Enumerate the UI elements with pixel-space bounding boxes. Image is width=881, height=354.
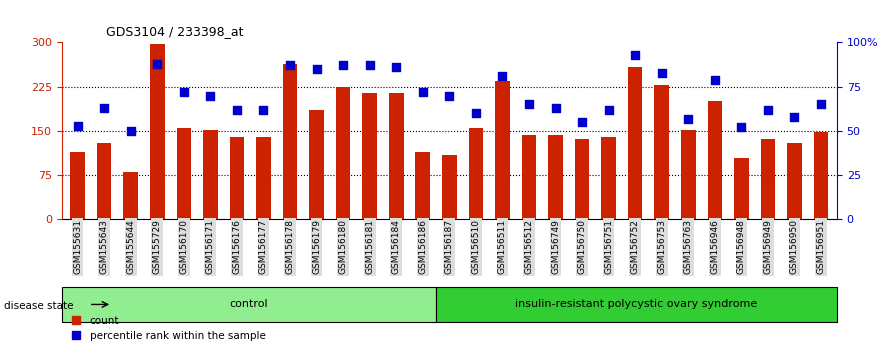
Bar — [681, 130, 696, 219]
Text: GSM156180: GSM156180 — [338, 219, 348, 274]
Bar — [230, 137, 244, 219]
Point — [469, 110, 483, 116]
Text: GSM156753: GSM156753 — [657, 219, 666, 274]
Bar — [574, 139, 589, 219]
Point — [575, 119, 589, 125]
Text: GSM156948: GSM156948 — [737, 219, 746, 274]
Point — [336, 63, 350, 68]
Text: GSM156950: GSM156950 — [790, 219, 799, 274]
Point — [495, 73, 509, 79]
Bar — [548, 135, 563, 219]
Point — [522, 102, 536, 107]
Point — [442, 93, 456, 98]
Bar — [814, 132, 828, 219]
Point — [788, 114, 802, 120]
Text: GSM156184: GSM156184 — [392, 219, 401, 274]
Point — [681, 116, 695, 121]
Bar — [602, 137, 616, 219]
Text: GSM155631: GSM155631 — [73, 219, 82, 274]
Text: GSM156176: GSM156176 — [233, 219, 241, 274]
Text: insulin-resistant polycystic ovary syndrome: insulin-resistant polycystic ovary syndr… — [515, 299, 758, 309]
Bar — [707, 102, 722, 219]
Text: control: control — [229, 299, 268, 309]
Bar — [469, 128, 483, 219]
Text: GSM156181: GSM156181 — [365, 219, 374, 274]
Bar — [97, 143, 112, 219]
Text: GSM156187: GSM156187 — [445, 219, 454, 274]
Point — [363, 63, 377, 68]
Bar — [442, 155, 456, 219]
Text: GSM156951: GSM156951 — [817, 219, 825, 274]
Text: GSM156512: GSM156512 — [524, 219, 534, 274]
Point — [707, 77, 722, 82]
Point — [389, 64, 403, 70]
Point — [416, 89, 430, 95]
Bar — [522, 135, 537, 219]
Bar — [416, 152, 430, 219]
Text: GSM156170: GSM156170 — [180, 219, 189, 274]
Bar — [655, 85, 669, 219]
Text: GSM156171: GSM156171 — [206, 219, 215, 274]
Point — [549, 105, 563, 111]
Point — [602, 107, 616, 113]
Text: GSM156178: GSM156178 — [285, 219, 294, 274]
Bar — [628, 67, 642, 219]
Bar — [760, 139, 775, 219]
Text: GSM156177: GSM156177 — [259, 219, 268, 274]
Point — [256, 107, 270, 113]
Bar — [62, 287, 436, 322]
Point — [70, 123, 85, 129]
Text: disease state: disease state — [4, 301, 74, 311]
Point — [283, 63, 297, 68]
Point — [204, 93, 218, 98]
Bar — [362, 93, 377, 219]
Text: GSM155643: GSM155643 — [100, 219, 108, 274]
Point — [97, 105, 111, 111]
Bar — [389, 93, 403, 219]
Text: GSM156949: GSM156949 — [764, 219, 773, 274]
Text: GSM156749: GSM156749 — [551, 219, 560, 274]
Bar — [176, 128, 191, 219]
Bar — [123, 172, 138, 219]
Text: GSM156752: GSM156752 — [631, 219, 640, 274]
Bar — [203, 130, 218, 219]
Point — [628, 52, 642, 58]
Point — [123, 128, 137, 134]
Bar — [283, 64, 297, 219]
Bar — [150, 44, 165, 219]
Bar — [734, 158, 749, 219]
Bar — [787, 143, 802, 219]
Bar — [495, 81, 510, 219]
Text: GSM156186: GSM156186 — [418, 219, 427, 274]
Point — [230, 107, 244, 113]
Point — [150, 61, 164, 67]
Point — [814, 102, 828, 107]
Point — [177, 89, 191, 95]
Text: GSM156751: GSM156751 — [604, 219, 613, 274]
Text: GSM156510: GSM156510 — [471, 219, 480, 274]
Text: GSM156179: GSM156179 — [312, 219, 321, 274]
Bar — [256, 137, 270, 219]
Text: GDS3104 / 233398_at: GDS3104 / 233398_at — [106, 25, 243, 38]
Point — [761, 107, 775, 113]
Bar — [309, 110, 324, 219]
Bar — [436, 287, 837, 322]
Point — [735, 125, 749, 130]
Legend: count, percentile rank within the sample: count, percentile rank within the sample — [67, 311, 270, 345]
Text: GSM155644: GSM155644 — [126, 219, 135, 274]
Text: GSM155729: GSM155729 — [152, 219, 162, 274]
Point — [655, 70, 669, 75]
Bar — [70, 152, 85, 219]
Point — [309, 66, 323, 72]
Text: GSM156946: GSM156946 — [710, 219, 719, 274]
Text: GSM156763: GSM156763 — [684, 219, 692, 274]
Bar — [336, 87, 351, 219]
Text: GSM156750: GSM156750 — [578, 219, 587, 274]
Text: GSM156511: GSM156511 — [498, 219, 507, 274]
